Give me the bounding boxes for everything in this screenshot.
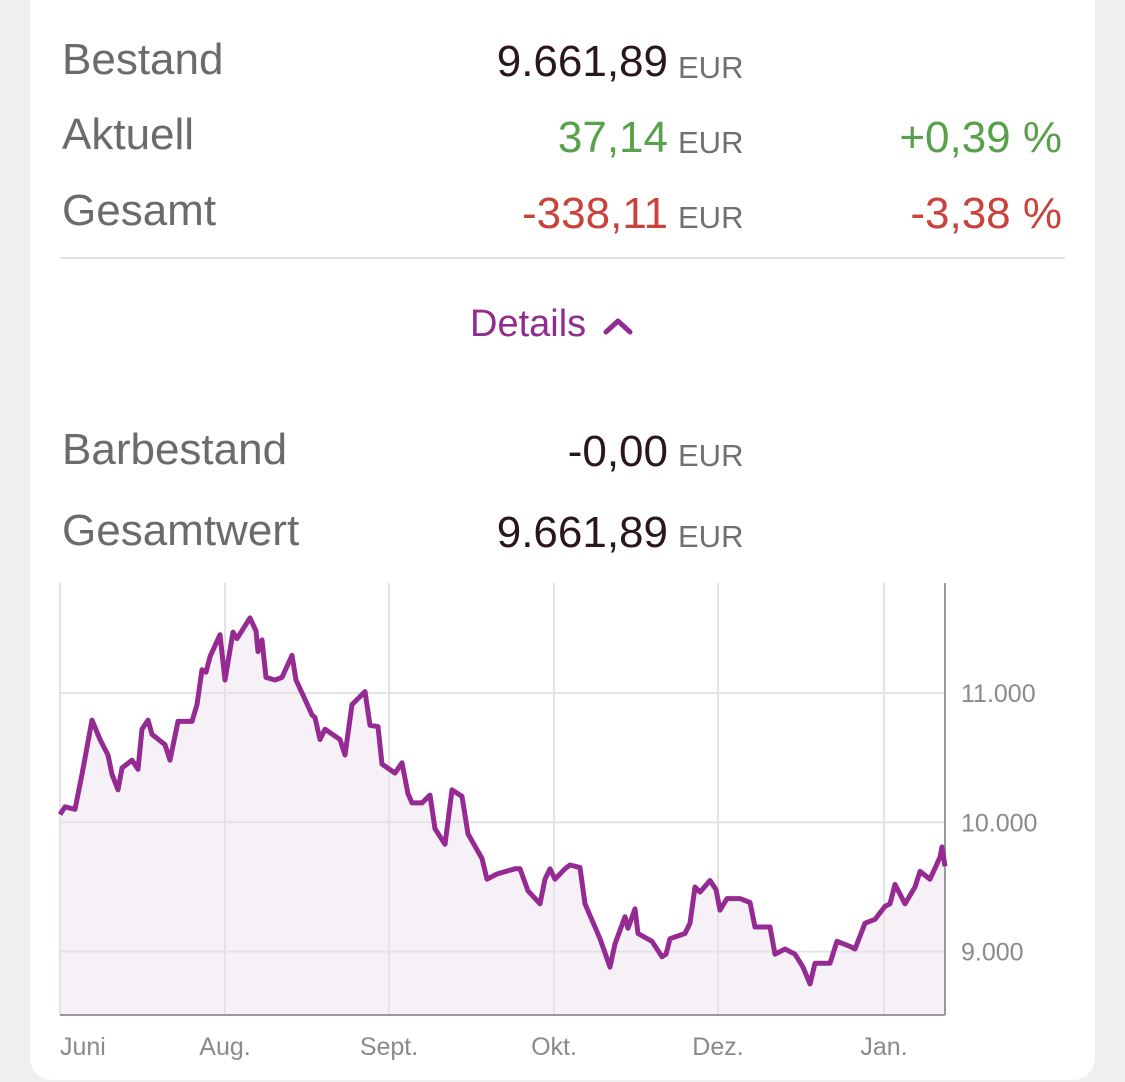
area (60, 617, 945, 1015)
price-line (57, 615, 948, 987)
divider (60, 257, 1065, 259)
x-tick-label: Sept. (360, 1033, 418, 1061)
row-unit: EUR (678, 50, 744, 85)
details-toggle[interactable]: Details (470, 303, 634, 346)
row-label: Aktuell (62, 110, 195, 159)
toggle-text: Details (470, 303, 587, 345)
row-unit: EUR (678, 125, 744, 160)
row-unit: EUR (678, 519, 744, 554)
x-tick-label: Okt. (531, 1033, 577, 1061)
chevron-up (603, 318, 633, 335)
row-unit: EUR (678, 438, 744, 473)
row-unit: EUR (678, 200, 744, 235)
x-tick-label: Jan. (860, 1033, 907, 1061)
row-percent: +0,39 % (899, 113, 1062, 162)
y-tick-label: 10.000 (961, 809, 1037, 837)
row-label: Bestand (62, 35, 224, 84)
row-value: 37,14 (557, 113, 668, 162)
row-value: 9.661,89 (496, 37, 668, 86)
row-label: Gesamt (62, 186, 217, 235)
x-tick-label: Aug. (199, 1033, 250, 1061)
row-value: -338,11 (522, 189, 668, 238)
row-label: Barbestand (62, 425, 288, 474)
y-tick-label: 9.000 (961, 939, 1024, 967)
row-label: Gesamtwert (62, 506, 300, 555)
x-tick-label: Juni (60, 1033, 106, 1061)
x-tick-label: Dez. (692, 1033, 743, 1061)
row-value: -0,00 (567, 427, 668, 476)
row-value: 9.661,89 (496, 508, 668, 557)
y-tick-label: 11.000 (961, 680, 1036, 708)
row-percent: -3,38 % (910, 189, 1062, 238)
